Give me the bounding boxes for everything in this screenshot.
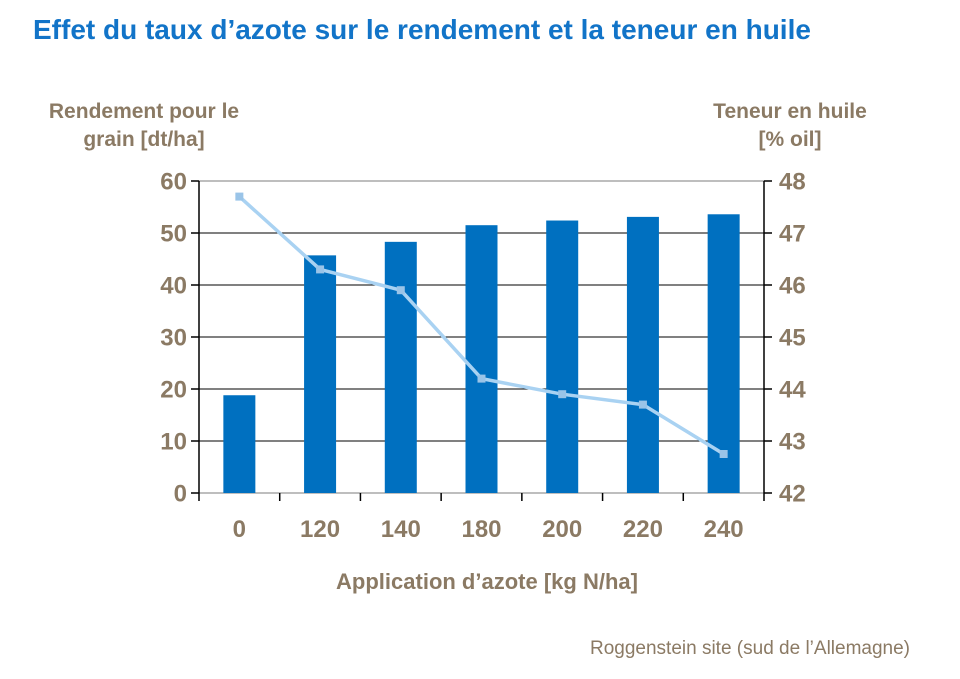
x-axis-tick-label: 120: [300, 516, 340, 543]
line-marker-200: [558, 390, 567, 399]
right-axis-title: Teneur en huile [% oil]: [650, 98, 930, 154]
x-axis-tick-label: 180: [461, 516, 501, 543]
line-marker-180: [477, 374, 486, 383]
left-axis-tick-label: 30: [160, 325, 187, 352]
left-axis-tick-label: 20: [160, 377, 187, 404]
x-axis-tick-label: 240: [704, 516, 744, 543]
left-axis-tick-label: 60: [160, 169, 187, 196]
right-axis-tick-label: 44: [779, 377, 806, 404]
right-axis-tick-label: 46: [779, 273, 806, 300]
line-marker-120: [316, 265, 325, 274]
right-axis-title-line1: Teneur en huile: [713, 100, 867, 123]
left-axis-tick-label: 50: [160, 221, 187, 248]
x-axis-tick-label: 200: [542, 516, 582, 543]
left-axis-title-line1: Rendement pour le: [48, 100, 240, 123]
footer-note: Roggenstein site (sud de l’Allemagne): [589, 638, 910, 659]
left-axis-title: Rendement pour le grain [dt/ha]: [8, 98, 280, 154]
left-axis-tick-label: 10: [160, 429, 187, 456]
line-marker-0: [235, 192, 244, 201]
left-axis-title-line2: grain [dt/ha]: [83, 128, 205, 151]
left-axis-tick-label: 40: [160, 273, 187, 300]
right-axis-tick-label: 42: [779, 481, 806, 508]
bar-200: [546, 220, 579, 493]
x-axis-title: Application d’azote [kg N/ha]: [336, 569, 638, 594]
bar-220: [626, 216, 659, 493]
line-marker-240: [719, 450, 728, 458]
right-axis-tick-label: 45: [779, 325, 806, 352]
left-axis-tick-label: 0: [174, 481, 187, 508]
right-axis-tick-label: 43: [779, 429, 806, 456]
chart-title: Effet du taux d’azote sur le rendement e…: [33, 14, 811, 45]
line-marker-220: [638, 400, 647, 409]
right-axis-title-line2: [% oil]: [758, 128, 822, 151]
bar-180: [465, 225, 498, 493]
bar-0: [223, 395, 256, 493]
x-axis-tick-label: 0: [233, 516, 246, 543]
bar-140: [384, 241, 417, 493]
bar-120: [304, 255, 337, 493]
x-axis-tick-label: 140: [381, 516, 421, 543]
line-marker-140: [396, 286, 405, 295]
x-axis-tick-label: 220: [623, 516, 663, 543]
right-axis-tick-label: 47: [779, 221, 806, 248]
right-axis-tick-label: 48: [779, 169, 806, 196]
